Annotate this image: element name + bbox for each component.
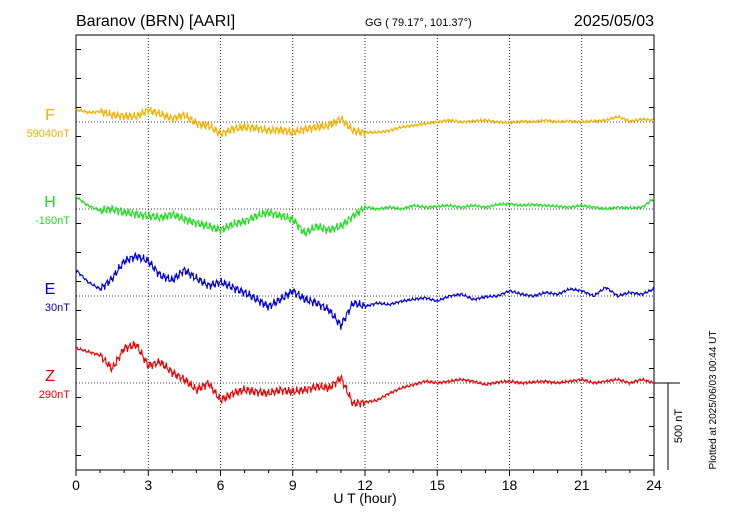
series-name-f: F — [45, 107, 55, 124]
series-line-e — [75, 252, 655, 330]
x-axis-label: U T (hour) — [333, 490, 396, 506]
series-baseline-z: 290nT — [39, 389, 70, 401]
x-tick-label: 12 — [357, 477, 373, 493]
scale-bar-label: 500 nT — [673, 409, 685, 444]
x-tick-label: 3 — [144, 477, 152, 493]
series-name-e: E — [45, 281, 56, 298]
series-baseline-f: 59040nT — [27, 128, 71, 140]
series-group — [75, 106, 655, 408]
date-label: 2025/05/03 — [574, 13, 654, 30]
x-tick-label: 15 — [429, 477, 445, 493]
x-tick-label: 24 — [646, 477, 662, 493]
x-axis: 0 3 6 9 12 15 18 21 24 — [72, 49, 662, 493]
x-tick-label: 6 — [217, 477, 225, 493]
grid — [76, 35, 654, 470]
plotted-at-note: Plotted at 2025/06/03 00:44 UT — [708, 331, 719, 470]
coords-label: GG ( 79.17°, 101.37°) — [365, 17, 472, 29]
x-tick-label: 18 — [502, 477, 518, 493]
x-tick-label: 0 — [72, 477, 80, 493]
station-title: Baranov (BRN) [AARI] — [76, 13, 235, 30]
series-baseline-e: 30nT — [45, 302, 70, 314]
x-tick-label: 9 — [289, 477, 297, 493]
series-line-f — [75, 106, 655, 138]
series-name-z: Z — [45, 368, 55, 385]
series-line-z — [75, 341, 655, 408]
series-line-h — [75, 195, 655, 237]
scale-bar: 500 nT — [654, 382, 685, 470]
series-labels: F 59040nT H -160nT E 30nT Z 290nT — [27, 107, 71, 401]
series-baseline-h: -160nT — [35, 215, 70, 227]
series-name-h: H — [44, 194, 56, 211]
x-tick-label: 21 — [574, 477, 590, 493]
